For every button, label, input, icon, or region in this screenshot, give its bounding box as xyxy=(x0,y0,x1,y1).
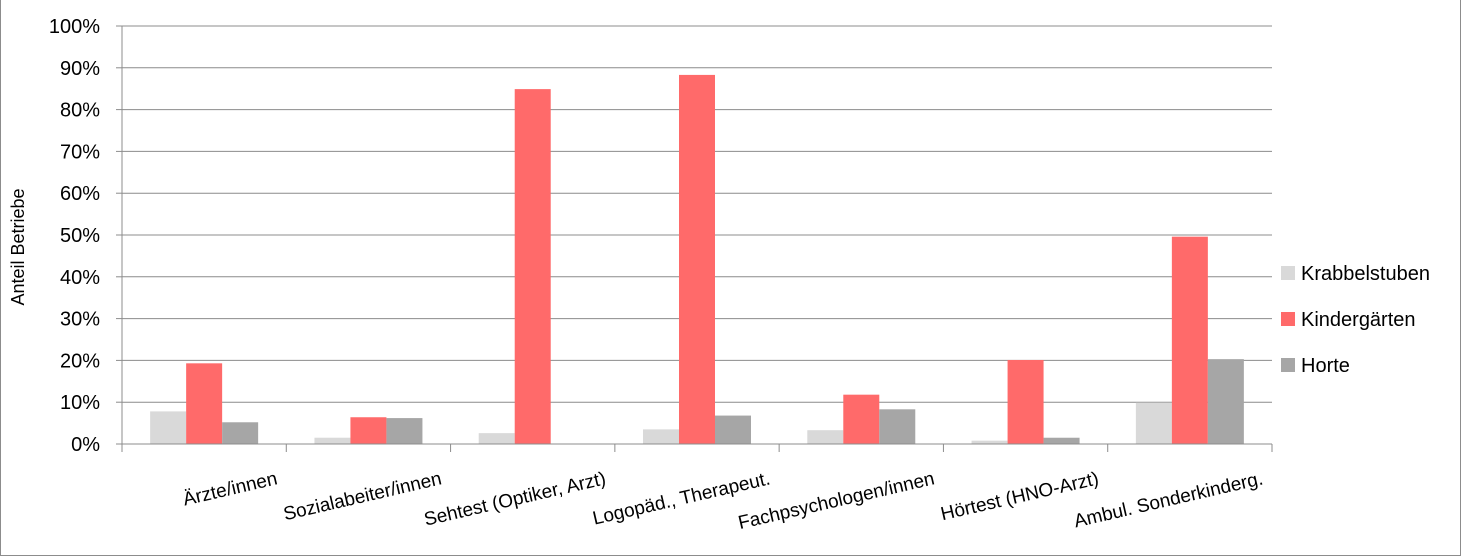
y-tick-label: 60% xyxy=(60,183,100,205)
bar-krabbelstuben xyxy=(478,433,515,444)
legend-swatch xyxy=(1281,312,1295,326)
y-tick-label: 100% xyxy=(49,16,100,38)
bar-krabbelstuben xyxy=(1135,402,1172,444)
bar-horte xyxy=(715,415,751,444)
bar-horte xyxy=(879,409,916,444)
y-tick-label: 40% xyxy=(60,267,100,289)
bar-kinderg-rten xyxy=(350,417,387,444)
bar-horte xyxy=(1207,359,1244,444)
bar-kinderg-rten xyxy=(843,394,880,444)
x-tick-label: Sehtest (Optiker, Arzt) xyxy=(422,468,608,530)
bar-kinderg-rten xyxy=(186,363,223,444)
bar-kinderg-rten xyxy=(1007,359,1044,444)
bar-krabbelstuben xyxy=(314,437,351,444)
bar-krabbelstuben xyxy=(807,430,844,444)
x-tick-label: Ambul. Sonderkinderg. xyxy=(1072,468,1265,532)
y-tick-label: 10% xyxy=(60,392,100,414)
x-tick-label: Sozialabeiter/innen xyxy=(281,468,443,525)
axes xyxy=(121,26,1272,445)
bar-krabbelstuben xyxy=(150,411,187,444)
y-tick-label: 90% xyxy=(60,58,100,80)
legend-swatch xyxy=(1281,266,1295,280)
y-tick-label: 0% xyxy=(71,434,100,456)
bar-kinderg-rten xyxy=(679,74,715,444)
legend-label: Horte xyxy=(1301,355,1350,377)
y-tick-label: 30% xyxy=(60,309,100,331)
legend: Krabbelstuben Kindergärten Horte xyxy=(1281,263,1430,377)
y-tick-label: 20% xyxy=(60,350,100,372)
y-tick-label: 50% xyxy=(60,225,100,247)
bar-kinderg-rten xyxy=(514,89,551,445)
bar-kinderg-rten xyxy=(1171,236,1208,444)
bar-horte xyxy=(1043,437,1080,444)
y-axis-label: Anteil Betriebe xyxy=(8,188,28,305)
legend-swatch xyxy=(1281,358,1295,372)
y-tick-label: 80% xyxy=(60,100,100,122)
y-tick-label: 70% xyxy=(60,141,100,163)
bar-horte xyxy=(386,418,423,444)
x-tick-label: Ärzte/innen xyxy=(181,468,279,510)
legend-label: Kindergärten xyxy=(1301,309,1416,331)
legend-label: Krabbelstuben xyxy=(1301,263,1430,285)
bar-krabbelstuben xyxy=(971,440,1008,444)
bars xyxy=(150,74,1244,445)
y-axis-ticks: 0% 10% 20% 30% 40% 50% 60% 70% 80% 90% 100% xyxy=(49,16,122,456)
bar-horte xyxy=(222,422,259,444)
bar-krabbelstuben xyxy=(643,429,679,444)
